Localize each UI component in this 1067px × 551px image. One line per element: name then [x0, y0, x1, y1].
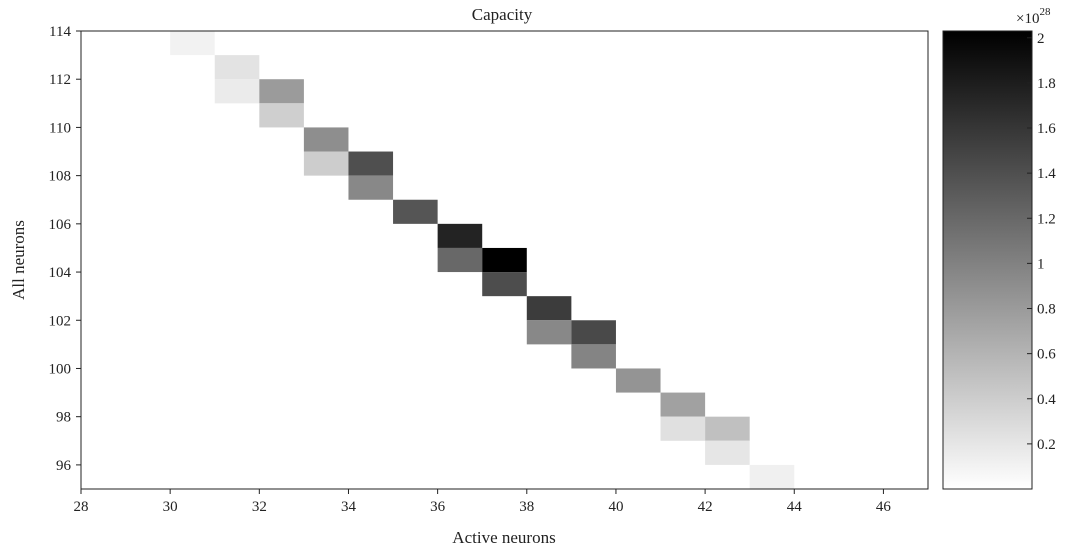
heatmap-cell — [526, 320, 572, 345]
y-tick-label: 96 — [56, 458, 72, 474]
colorbar-tick-label: 0.6 — [1037, 347, 1056, 363]
colorbar-multiplier-base: ×10 — [1016, 11, 1039, 27]
heatmap-cells — [170, 31, 795, 489]
x-tick-label: 40 — [608, 499, 623, 515]
x-tick-label: 34 — [341, 499, 357, 515]
x-tick-label: 28 — [74, 499, 89, 515]
heatmap-cell — [526, 296, 572, 321]
y-tick-label: 108 — [49, 169, 72, 185]
heatmap-cell — [303, 127, 349, 152]
y-tick-label: 106 — [49, 217, 72, 233]
colorbar-tick-label: 0.2 — [1037, 437, 1056, 453]
colorbar-tick-label: 1 — [1037, 256, 1045, 272]
colorbar — [942, 30, 1033, 490]
colorbar-multiplier: ×1028 — [1016, 6, 1051, 27]
x-tick-label: 44 — [787, 499, 803, 515]
y-tick-label: 104 — [49, 265, 72, 281]
x-tick-label: 38 — [519, 499, 534, 515]
y-tick-label: 110 — [49, 120, 71, 136]
heatmap-cell — [571, 344, 616, 369]
heatmap-cell — [660, 416, 706, 441]
y-tick-label: 102 — [49, 313, 72, 329]
colorbar-tick-label: 1.2 — [1037, 211, 1056, 227]
x-tick-label: 32 — [252, 499, 267, 515]
y-tick-label: 100 — [49, 361, 72, 377]
heatmap-cell — [705, 440, 750, 465]
heatmap-cell — [393, 199, 438, 224]
y-tick-label: 114 — [49, 24, 71, 40]
heatmap-cell — [214, 55, 260, 80]
x-axis-label: Active neurons — [452, 528, 555, 547]
x-tick-label: 30 — [163, 499, 178, 515]
x-axis: 28 30 32 34 36 38 40 42 44 46 — [74, 489, 892, 515]
y-tick-label: 112 — [49, 72, 71, 88]
x-tick-label: 46 — [876, 499, 892, 515]
heatmap-cell — [437, 223, 483, 248]
plot-frame — [80, 30, 929, 490]
heatmap-cell — [615, 368, 661, 393]
colorbar-multiplier-exponent: 28 — [1039, 6, 1051, 18]
heatmap-cell — [437, 247, 483, 273]
colorbar-tick-label: 1.8 — [1037, 76, 1056, 92]
chart-title: Capacity — [472, 5, 533, 24]
heatmap-cell — [214, 79, 260, 104]
heatmap-cell — [348, 175, 394, 200]
x-tick-label: 42 — [698, 499, 713, 515]
heatmap-cell — [705, 416, 750, 441]
y-axis-label: All neurons — [9, 220, 28, 300]
heatmap-cell — [259, 103, 304, 128]
colorbar-tick-label: 2 — [1037, 31, 1045, 47]
heatmap-cell — [660, 392, 706, 417]
colorbar-tick-label: 1.6 — [1037, 121, 1056, 137]
x-tick-label: 36 — [430, 499, 446, 515]
heatmap-cell — [571, 320, 616, 345]
heatmap-cell — [482, 247, 527, 273]
colorbar-tick-label: 1.4 — [1037, 166, 1056, 182]
heatmap-cell — [303, 151, 349, 176]
heatmap-cell — [482, 272, 527, 297]
heatmap-cell — [749, 464, 795, 489]
heatmap-cell — [259, 79, 304, 104]
colorbar-tick-label: 0.4 — [1037, 392, 1056, 408]
y-tick-label: 98 — [56, 410, 71, 426]
colorbar-ticks: 0.2 0.4 0.6 0.8 1 1.2 1.4 1.6 1.8 2 — [1027, 31, 1056, 453]
heatmap-cell — [348, 151, 394, 176]
heatmap-cell — [170, 31, 215, 56]
colorbar-tick-label: 0.8 — [1037, 302, 1056, 318]
y-axis: 96 98 100 102 104 106 108 110 112 114 — [49, 24, 81, 474]
